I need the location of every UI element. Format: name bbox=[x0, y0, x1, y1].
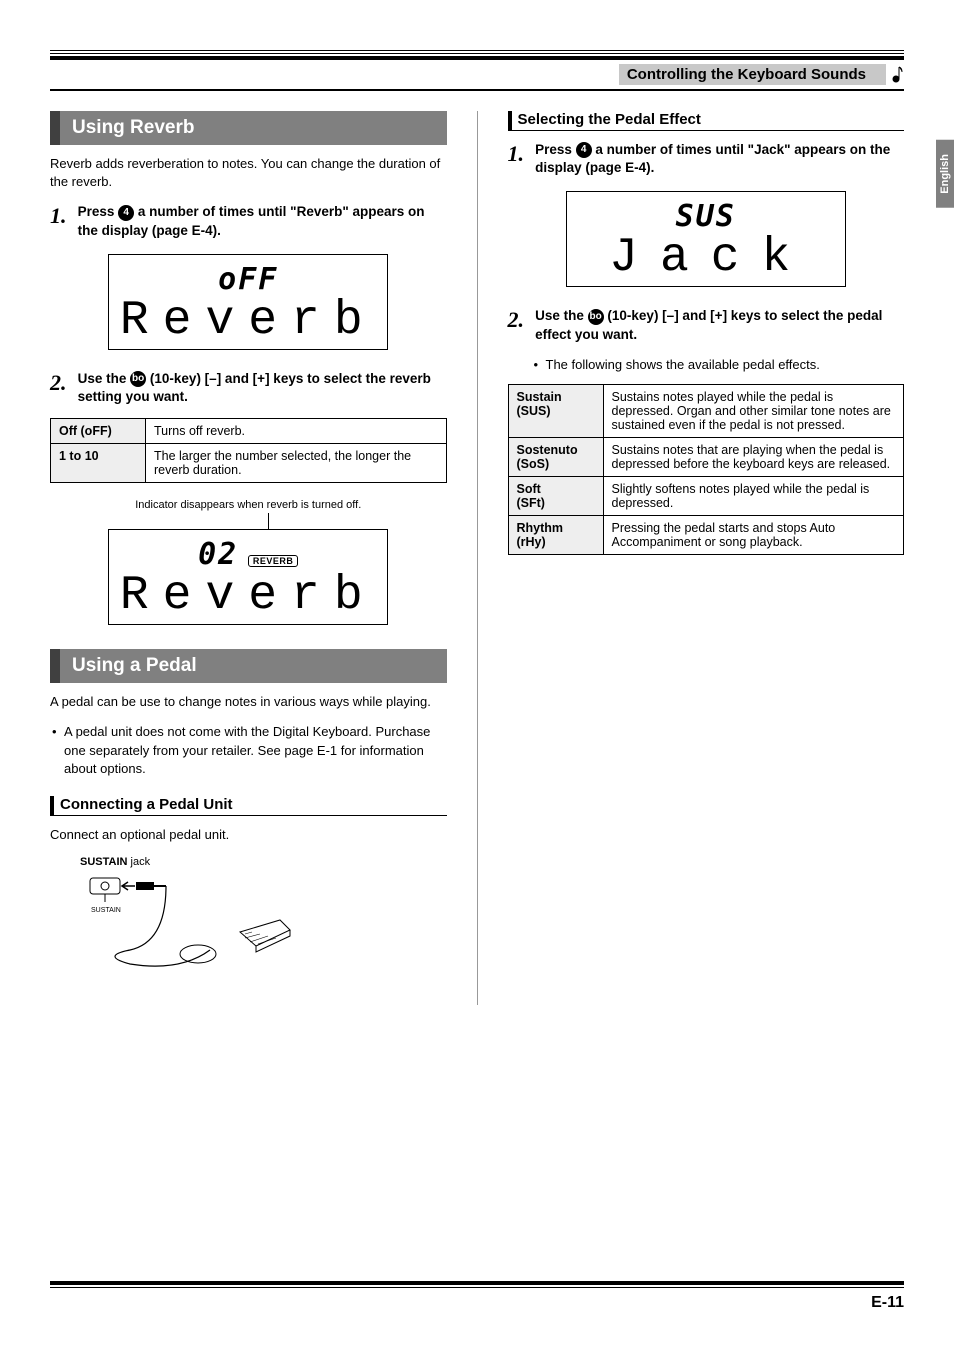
selecting-pedal-effect-subheading: Selecting the Pedal Effect bbox=[508, 111, 905, 131]
reverb-step-2: 2. Use the bo (10-key) [–] and [+] keys … bbox=[50, 370, 447, 406]
lcd-display-reverb-off: oFF Reverb bbox=[108, 254, 388, 350]
reverb-settings-table: Off (oFF) Turns off reverb. 1 to 10 The … bbox=[50, 418, 447, 483]
step-text: Press 4 a number of times until "Reverb"… bbox=[78, 203, 447, 239]
text: Press bbox=[78, 204, 119, 219]
using-reverb-heading: Using Reverb bbox=[50, 111, 447, 145]
pedal-jack-diagram-icon: SUSTAIN bbox=[80, 872, 300, 982]
indicator-caption: Indicator disappears when reverb is turn… bbox=[108, 499, 388, 529]
reverb-badge: REVERB bbox=[248, 555, 299, 567]
columns: Using Reverb Reverb adds reverberation t… bbox=[50, 111, 904, 1005]
step-text: Use the bo (10-key) [–] and [+] keys to … bbox=[535, 307, 904, 343]
step-number: 1. bbox=[508, 141, 532, 167]
button-ref-icon: 4 bbox=[118, 205, 134, 221]
lcd-small-text: 02 bbox=[198, 540, 238, 570]
header-title: Controlling the Keyboard Sounds bbox=[619, 64, 886, 85]
lcd-display-jack: SUS Jack bbox=[566, 191, 846, 287]
right-column: Selecting the Pedal Effect 1. Press 4 a … bbox=[508, 111, 905, 1005]
k1: Sustain bbox=[517, 390, 562, 404]
header-rule bbox=[50, 50, 904, 60]
table-row: 1 to 10 The larger the number selected, … bbox=[51, 444, 447, 483]
k2: (SoS) bbox=[517, 457, 550, 471]
lcd-big-text: Reverb bbox=[117, 297, 379, 345]
pedal-effects-intro: The following shows the available pedal … bbox=[532, 356, 905, 374]
table-row: Sustain(SUS) Sustains notes played while… bbox=[508, 385, 904, 438]
text: Press bbox=[535, 142, 576, 157]
left-column: Using Reverb Reverb adds reverberation t… bbox=[50, 111, 447, 1005]
pedal-step-1: 1. Press 4 a number of times until "Jack… bbox=[508, 141, 905, 177]
step-text: Use the bo (10-key) [–] and [+] keys to … bbox=[78, 370, 447, 406]
button-ref-icon: 4 bbox=[576, 142, 592, 158]
pedal-note: A pedal unit does not come with the Digi… bbox=[50, 723, 447, 778]
column-divider bbox=[477, 111, 478, 1005]
page: Controlling the Keyboard Sounds Using Re… bbox=[0, 0, 954, 1348]
table-row: Sostenuto(SoS) Sustains notes that are p… bbox=[508, 438, 904, 477]
music-note-icon bbox=[890, 65, 904, 85]
cell-key: Soft(SFt) bbox=[508, 477, 603, 516]
cell-value: Turns off reverb. bbox=[146, 419, 447, 444]
cell-key: Rhythm(rHy) bbox=[508, 516, 603, 555]
step-number: 2. bbox=[508, 307, 532, 333]
header-row: Controlling the Keyboard Sounds bbox=[50, 64, 904, 91]
table-row: Rhythm(rHy) Pressing the pedal starts an… bbox=[508, 516, 904, 555]
step-text: Press 4 a number of times until "Jack" a… bbox=[535, 141, 904, 177]
button-ref-icon: bo bbox=[130, 371, 146, 387]
lcd-big-text: Reverb bbox=[117, 572, 379, 620]
pedal-effects-table: Sustain(SUS) Sustains notes played while… bbox=[508, 384, 905, 555]
k2: (rHy) bbox=[517, 535, 546, 549]
cell-value: Slightly softens notes played while the … bbox=[603, 477, 904, 516]
k1: Sostenuto bbox=[517, 443, 578, 457]
pointer-line-icon bbox=[268, 513, 269, 529]
text: Use the bbox=[535, 308, 588, 323]
reverb-intro: Reverb adds reverberation to notes. You … bbox=[50, 155, 447, 191]
cell-value: Sustains notes that are playing when the… bbox=[603, 438, 904, 477]
footer: E-11 bbox=[50, 1281, 904, 1312]
step-number: 2. bbox=[50, 370, 74, 396]
lcd-small-text: SUS bbox=[676, 202, 736, 232]
indicator-text: Indicator disappears when reverb is turn… bbox=[108, 499, 388, 511]
lcd-small-text: oFF bbox=[218, 265, 278, 295]
cell-value: Sustains notes played while the pedal is… bbox=[603, 385, 904, 438]
reverb-step-1: 1. Press 4 a number of times until "Reve… bbox=[50, 203, 447, 239]
cell-value: Pressing the pedal starts and stops Auto… bbox=[603, 516, 904, 555]
using-pedal-heading: Using a Pedal bbox=[50, 649, 447, 683]
k2: (SUS) bbox=[517, 404, 551, 418]
pedal-step-2: 2. Use the bo (10-key) [–] and [+] keys … bbox=[508, 307, 905, 343]
jack-label-rest: jack bbox=[127, 856, 150, 868]
cell-key: Sustain(SUS) bbox=[508, 385, 603, 438]
connecting-pedal-subheading: Connecting a Pedal Unit bbox=[50, 796, 447, 816]
jack-label-bold: SUSTAIN bbox=[80, 856, 127, 868]
cell-key: Sostenuto(SoS) bbox=[508, 438, 603, 477]
jack-label: SUSTAIN jack bbox=[80, 856, 447, 868]
lcd-display-reverb-on: 02 REVERB Reverb bbox=[108, 529, 388, 625]
k1: Rhythm bbox=[517, 521, 564, 535]
step-number: 1. bbox=[50, 203, 74, 229]
cell-value: The larger the number selected, the long… bbox=[146, 444, 447, 483]
table-row: Off (oFF) Turns off reverb. bbox=[51, 419, 447, 444]
cell-key: 1 to 10 bbox=[51, 444, 146, 483]
text: Use the bbox=[78, 371, 131, 386]
button-ref-icon: bo bbox=[588, 309, 604, 325]
k1: Soft bbox=[517, 482, 541, 496]
cell-key: Off (oFF) bbox=[51, 419, 146, 444]
svg-text:SUSTAIN: SUSTAIN bbox=[91, 907, 121, 914]
table-row: Soft(SFt) Slightly softens notes played … bbox=[508, 477, 904, 516]
k2: (SFt) bbox=[517, 496, 545, 510]
pedal-intro: A pedal can be use to change notes in va… bbox=[50, 693, 447, 711]
page-number: E-11 bbox=[50, 1287, 904, 1312]
lcd-big-text: Jack bbox=[575, 234, 837, 282]
connect-text: Connect an optional pedal unit. bbox=[50, 826, 447, 844]
